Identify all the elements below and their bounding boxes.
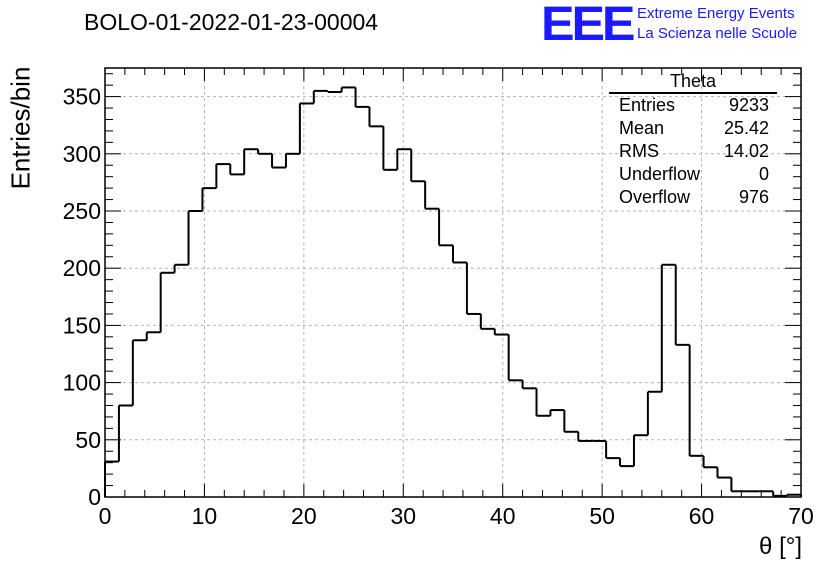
x-tick-label: 20 bbox=[291, 503, 317, 529]
stats-row-mean: Mean 25.42 bbox=[609, 117, 777, 140]
stats-value: 25.42 bbox=[723, 118, 769, 138]
y-tick-label: 100 bbox=[63, 370, 101, 396]
x-tick-label: 50 bbox=[589, 503, 615, 529]
plot-frame bbox=[104, 67, 802, 498]
stats-label: Entries bbox=[619, 95, 676, 115]
y-tick-label: 250 bbox=[63, 198, 101, 224]
stats-row-entries: Entries 9233 bbox=[609, 94, 777, 117]
stats-label: Mean bbox=[619, 118, 665, 138]
ticks bbox=[104, 68, 802, 498]
stats-title: Theta bbox=[609, 72, 777, 94]
y-axis-label: Entries/bin bbox=[5, 66, 36, 190]
stats-row-rms: RMS 14.02 bbox=[609, 140, 777, 163]
grid-lines bbox=[105, 68, 801, 497]
x-tick-label: 60 bbox=[689, 503, 715, 529]
logo-caption-line1: Extreme Energy Events bbox=[637, 5, 795, 22]
y-tick-label: 200 bbox=[63, 255, 101, 281]
x-tick-label: 30 bbox=[390, 503, 416, 529]
stats-row-underflow: Underflow 0 bbox=[609, 163, 777, 186]
stats-value: 9233 bbox=[728, 95, 769, 115]
logo-caption-line2: La Scienza nelle Scuole bbox=[637, 25, 798, 42]
x-tick-label: 10 bbox=[192, 503, 218, 529]
tick-labels: 0 10 20 30 40 50 60 70 0 50 100 150 200 250 300 350 bbox=[63, 84, 814, 529]
y-tick-label: 350 bbox=[63, 84, 101, 110]
y-tick-label: 0 bbox=[88, 484, 101, 510]
stats-label: RMS bbox=[619, 141, 659, 161]
x-tick-label: 0 bbox=[99, 503, 112, 529]
stats-box: Theta Entries 9233 Mean 25.42 RMS 14.02 Und… bbox=[609, 72, 777, 209]
eee-logo: EEE bbox=[541, 0, 636, 51]
eee-logo-caption: Extreme Energy Events La Scienza nelle S… bbox=[637, 4, 797, 44]
x-tick-label: 70 bbox=[788, 503, 814, 529]
y-tick-label: 50 bbox=[75, 427, 101, 453]
y-tick-label: 150 bbox=[63, 312, 101, 338]
axes bbox=[104, 67, 802, 498]
y-tick-label: 300 bbox=[63, 141, 101, 167]
stats-value: 14.02 bbox=[723, 141, 769, 161]
stats-row-overflow: Overflow 976 bbox=[609, 186, 777, 209]
stats-value: 0 bbox=[758, 164, 769, 184]
x-tick-label: 40 bbox=[490, 503, 516, 529]
stats-label: Underflow bbox=[619, 164, 701, 184]
stats-label: Overflow bbox=[619, 187, 691, 207]
y-axis-label-text: Entries/bin bbox=[5, 66, 36, 190]
stats-value: 976 bbox=[738, 187, 769, 207]
x-axis-label: θ [°] bbox=[759, 533, 802, 560]
chart-title: BOLO-01-2022-01-23-00004 bbox=[84, 9, 379, 35]
